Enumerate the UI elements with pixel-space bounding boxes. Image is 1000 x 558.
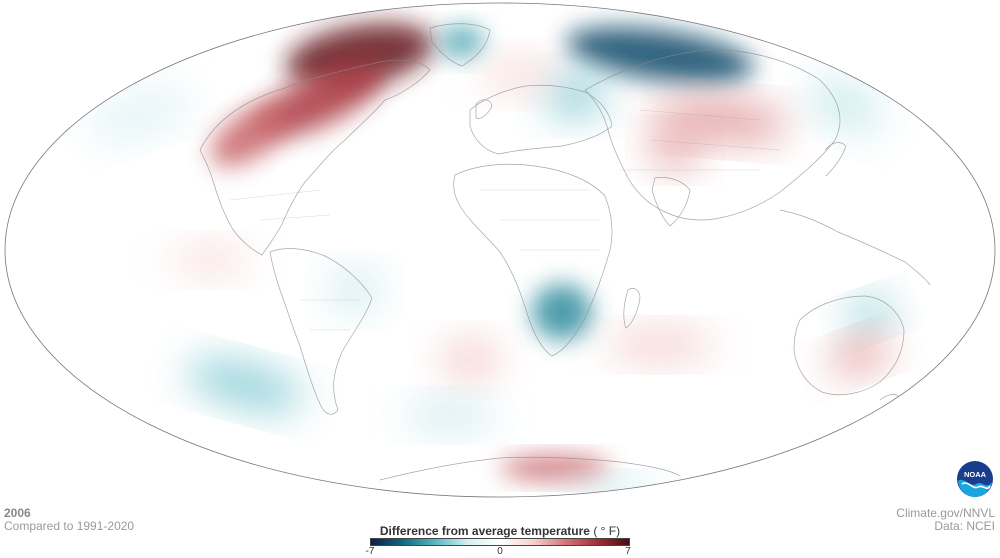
anomaly-northern-siberia [565, 26, 755, 84]
anomaly-antarctica-south-pacific [560, 478, 660, 497]
country-border-hints [229, 109, 781, 331]
year-label: 2006 [4, 506, 31, 520]
north-america-outline [199, 59, 431, 256]
madagascar-outline [623, 288, 641, 329]
asia-outline [584, 49, 841, 221]
anomaly-alaska-bering [808, 77, 882, 133]
anomaly-western-canada [211, 103, 289, 167]
legend-title: Difference from average temperature ( ° … [370, 524, 630, 538]
antarctica-outline [379, 456, 681, 481]
anomaly-northern-canada-greenland [285, 22, 435, 88]
credit-data: Data: NCEI [934, 519, 995, 533]
anomaly-southern-ocean-atlantic [405, 400, 495, 430]
anomaly-antarctic-peninsula-east [500, 456, 610, 480]
legend-color-bar [370, 538, 630, 546]
southeast-asia-outline [779, 209, 931, 286]
south-america-outline [269, 248, 373, 415]
anomaly-eastern-pacific [170, 245, 250, 275]
anomaly-south-atlantic [440, 340, 500, 380]
uk-outline [475, 99, 493, 119]
anomaly-south-pacific-west [186, 360, 304, 410]
australia-outline [793, 295, 905, 396]
credit-source: Climate.gov/NNVL [896, 506, 995, 520]
anomaly-eastern-australia [845, 298, 895, 332]
anomaly-central-asia [650, 99, 790, 141]
legend-title-text: Difference from average temperature [379, 524, 590, 538]
japan-outline [824, 142, 847, 177]
anomaly-greenland-sea [440, 26, 484, 58]
noaa-logo-text: NOAA [964, 470, 987, 479]
anomaly-south-indian-ocean [605, 330, 715, 360]
greenland-outline [429, 23, 491, 67]
legend-mid-label: 0 [497, 546, 503, 557]
europe-outline [469, 84, 613, 155]
baseline-label: Compared to 1991-2020 [4, 519, 135, 533]
anomaly-southern-africa [532, 284, 592, 340]
anomaly-northern-europe [480, 57, 560, 93]
mollweide-map-svg [4, 2, 996, 498]
anomaly-north-pacific [87, 88, 193, 142]
legend-min-label: -7 [365, 546, 375, 557]
anomaly-eastern-europe [545, 73, 605, 117]
africa-outline [453, 163, 613, 357]
india-outline [651, 177, 691, 227]
anomaly-south-america-brazil [330, 270, 380, 310]
world-temperature-anomaly-map [4, 2, 996, 498]
globe-outline [4, 2, 996, 498]
legend-max-label: 7 [625, 546, 631, 557]
anomaly-southeast-australia [829, 336, 891, 374]
noaa-logo-icon: NOAA [957, 461, 993, 497]
anomaly-china [650, 132, 700, 168]
legend-unit: ( ° F) [593, 524, 621, 538]
